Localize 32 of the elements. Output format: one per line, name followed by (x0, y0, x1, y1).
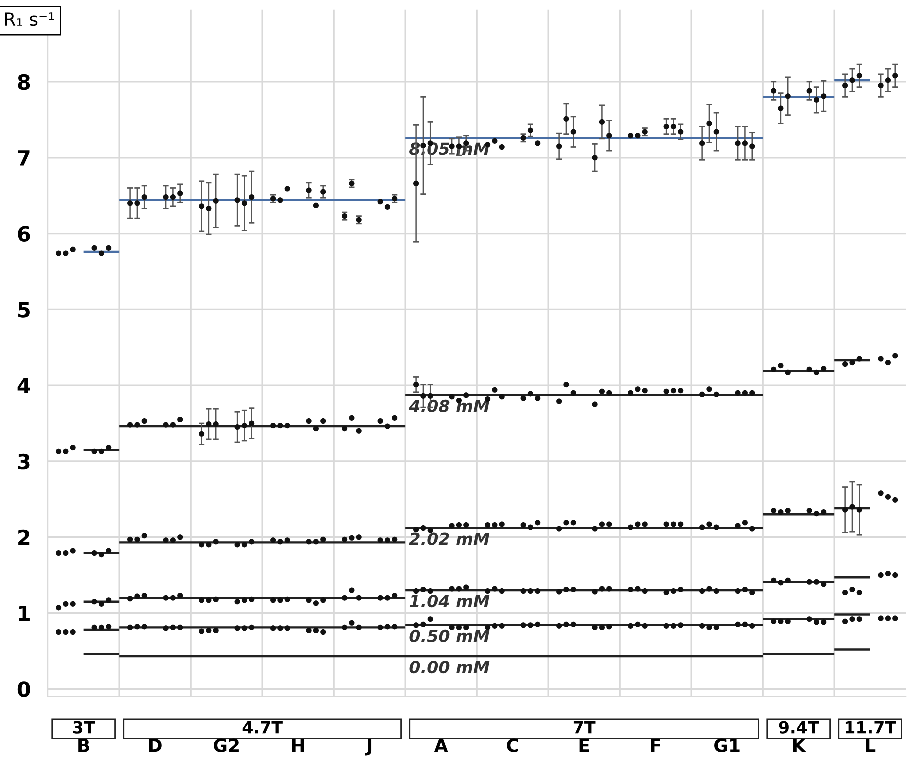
y-tick-label: 8 (18, 74, 30, 90)
x-tick-label: K (794, 738, 806, 752)
x-tick-label: B (78, 738, 90, 752)
x-tick-label: A (434, 738, 448, 752)
y-tick-label: 3 (18, 454, 30, 470)
x-tick-label: E (580, 738, 590, 752)
x-tick-label: L (866, 738, 876, 752)
annotation: 0.50 mM (410, 630, 490, 642)
annotation: 0.00 mM (410, 660, 490, 674)
x-tick-label: G2 (214, 738, 239, 752)
y-tick-label: 5 (18, 302, 30, 318)
y-axis-title: R₁ s⁻¹ (5, 12, 54, 26)
y-tick-label: 4 (18, 378, 30, 394)
x-tick-label: C (507, 738, 518, 752)
y-tick-label: 6 (18, 226, 30, 242)
text: 11.7T (846, 721, 896, 734)
x-tick-label: G1 (714, 738, 740, 752)
y-tick-label: 1 (19, 606, 30, 622)
text: 4.7T (242, 721, 283, 734)
y-tick-label: 2 (18, 530, 30, 546)
annotation: 2.02 mM (409, 532, 490, 546)
annotation: 4.08 mM (409, 400, 490, 413)
text: 3T (73, 721, 96, 734)
y-tick-label: 0 (18, 682, 30, 698)
x-tick-label: F (651, 738, 660, 752)
y-tick-label: 7 (18, 150, 30, 166)
text: 7T (574, 721, 596, 734)
x-tick-label: D (149, 738, 162, 752)
x-tick-label: J (365, 738, 372, 756)
text: 9.4T (779, 721, 820, 734)
x-tick-label: H (292, 738, 304, 752)
annotation: 1.04 mM (410, 594, 490, 608)
